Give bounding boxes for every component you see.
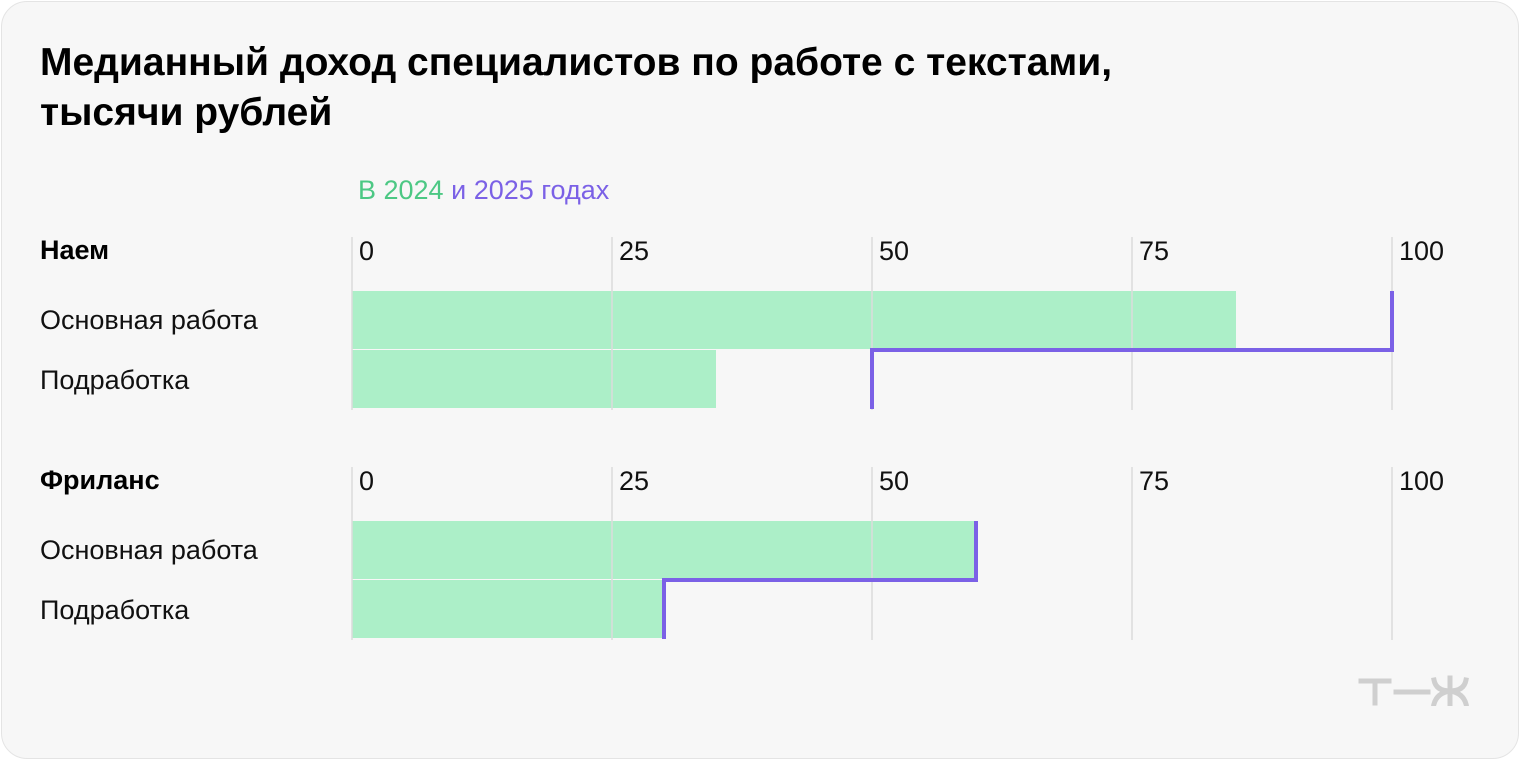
legend-separator: и [451,175,467,205]
tick-label-0-3: 75 [1139,236,1169,266]
tick-label-1-4: 100 [1399,466,1444,496]
panel-title-freelance: Фриланс [40,465,160,495]
chart-title-line2: тысячи рублей [40,91,333,134]
bar-1-1 [352,580,664,638]
legend-2025: 2025 годах [473,175,610,205]
series-2025-line-1 [662,521,978,639]
tick-label-1-3: 75 [1139,466,1169,496]
tick-label-0-2: 50 [879,236,909,266]
bar-0-0 [352,291,1236,349]
tick-label-1-1: 25 [619,466,649,496]
row-label-freelance-main: Основная работа [40,535,258,565]
chart-title-line1: Медианный доход специалистов по работе с… [40,41,1113,84]
row-label-hire-side: Подработка [40,365,190,395]
tick-label-1-0: 0 [359,466,374,496]
tick-label-0-4: 100 [1399,236,1444,266]
tick-label-0-1: 25 [619,236,649,266]
tick-label-0-0: 0 [359,236,374,266]
bar-0-1 [352,350,716,408]
bar-1-0 [352,521,976,579]
tzh-logo-icon [1358,675,1470,706]
chart-title: Медианный доход специалистов по работе с… [40,38,1240,138]
series-2025-line-0 [870,291,1394,409]
tick-label-1-2: 50 [879,466,909,496]
row-label-hire-main: Основная работа [40,305,258,335]
panel-title-hire: Наем [40,235,110,265]
legend-2024: В 2024 [358,175,444,205]
legend: В 2024 и 2025 годах [358,170,609,210]
row-label-freelance-side: Подработка [40,595,190,625]
